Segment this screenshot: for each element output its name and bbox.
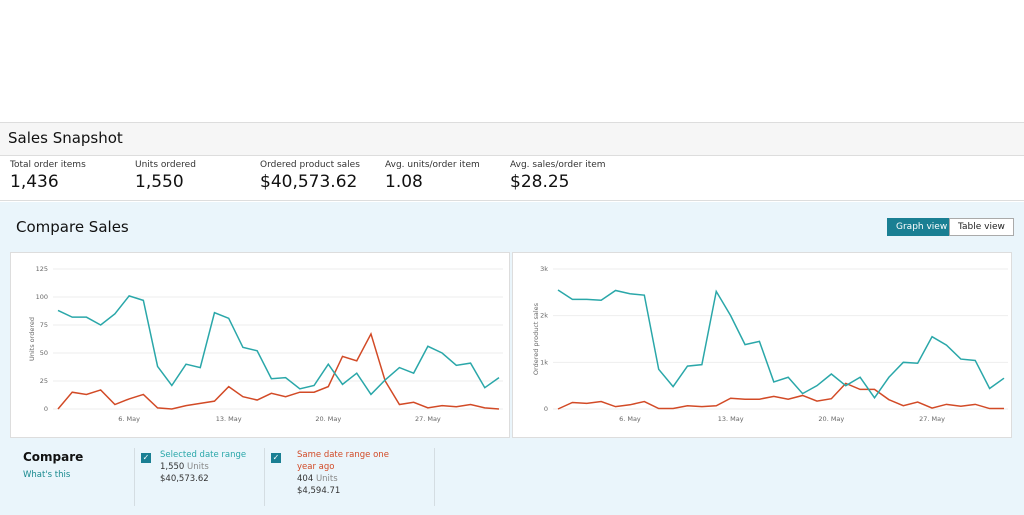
table-view-button[interactable]: Table view [949, 218, 1014, 236]
metric-label: Ordered product sales [260, 160, 360, 170]
metric-value: $28.25 [510, 172, 570, 192]
units-chart-panel: 0 25 50 75 100 125 6. May 13. May 20. May 27. May… [10, 252, 510, 438]
selected-series-line [557, 289, 1005, 400]
sales-chart-panel: 0 1k 2k 3k 6. May 13. May 20. May 27. May Ordere… [512, 252, 1012, 438]
y-tick-label: 0 [44, 405, 48, 413]
metric-value: $40,573.62 [260, 172, 358, 192]
x-tick-label: 20. May [818, 415, 844, 423]
metric-units-ordered: Units ordered 1,550 [135, 160, 196, 192]
metric-label: Avg. sales/order item [510, 160, 606, 170]
y-tick-label: 3k [540, 265, 548, 273]
y-axis-label: Units ordered [28, 317, 36, 361]
x-tick-label: 6. May [118, 415, 140, 423]
last-year-info: Same date range one year ago 404 Units $… [297, 449, 407, 497]
snapshot-title: Sales Snapshot [8, 129, 123, 147]
divider [434, 448, 435, 506]
x-tick-label: 20. May [315, 415, 341, 423]
last-year-units: 404 [297, 474, 314, 484]
metrics-row: Total order items 1,436 Units ordered 1,55… [0, 156, 1024, 201]
y-tick-label: 25 [40, 377, 48, 385]
last-year-label: Same date range one year ago [297, 450, 389, 472]
metric-value: 1,550 [135, 172, 184, 192]
last-year-series-line [57, 331, 500, 410]
selected-range-checkbox[interactable]: ✓ [141, 453, 151, 463]
last-year-checkbox[interactable]: ✓ [271, 453, 281, 463]
divider [134, 448, 135, 506]
selected-series-line [57, 295, 500, 396]
metric-total-order-items: Total order items 1,436 [10, 160, 86, 192]
whats-this-link[interactable]: What's this [23, 470, 71, 480]
y-tick-label: 2k [540, 312, 548, 320]
last-year-series-line [557, 382, 1004, 410]
metric-label: Avg. units/order item [385, 160, 480, 170]
compare-legend: Compare What's this ✓ Selected date rang… [0, 442, 1024, 512]
metric-label: Units ordered [135, 160, 196, 170]
selected-range-info: Selected date range 1,550 Units $40,573.… [160, 449, 246, 485]
compare-legend-title: Compare [23, 450, 84, 464]
y-tick-label: 0 [544, 405, 548, 413]
sales-chart: 0 1k 2k 3k 6. May 13. May 20. May 27. May Ordere… [532, 265, 1008, 423]
x-tick-label: 27. May [919, 415, 945, 423]
selected-sales: $40,573.62 [160, 474, 209, 484]
y-tick-label: 75 [40, 321, 48, 329]
compare-title: Compare Sales [16, 218, 129, 236]
units-suffix: Units [187, 462, 209, 472]
divider [264, 448, 265, 506]
metric-avg-units: Avg. units/order item 1.08 [385, 160, 480, 192]
x-tick-label: 27. May [415, 415, 441, 423]
selected-units: 1,550 [160, 462, 185, 472]
y-tick-label: 100 [36, 293, 48, 301]
units-suffix: Units [315, 474, 338, 484]
metric-ordered-product-sales: Ordered product sales $40,573.62 [260, 160, 360, 192]
last-year-sales: $4,594.71 [297, 486, 341, 496]
graph-view-button[interactable]: Graph view [887, 218, 957, 236]
units-chart: 0 25 50 75 100 125 6. May 13. May 20. May 27. May… [28, 265, 503, 423]
metric-value: 1.08 [385, 172, 423, 192]
y-tick-label: 1k [540, 358, 548, 366]
metric-value: 1,436 [10, 172, 59, 192]
metric-label: Total order items [10, 160, 86, 170]
y-tick-label: 125 [36, 265, 48, 273]
x-tick-label: 13. May [718, 415, 744, 423]
y-tick-label: 50 [40, 349, 48, 357]
sales-snapshot-header: Sales Snapshot [0, 122, 1024, 156]
metric-avg-sales: Avg. sales/order item $28.25 [510, 160, 606, 192]
y-axis-label: Ordered product sales [532, 302, 540, 375]
selected-range-label: Selected date range [160, 450, 247, 460]
x-tick-label: 6. May [619, 415, 641, 423]
x-tick-label: 13. May [216, 415, 242, 423]
compare-sales-section: Compare Sales Graph view Table view 0 25 5… [0, 202, 1024, 515]
